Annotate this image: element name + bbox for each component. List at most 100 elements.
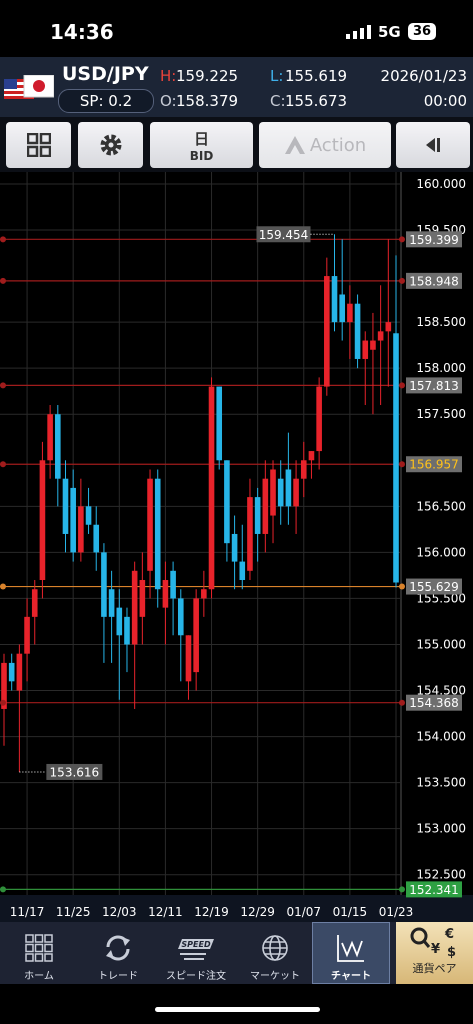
level-handle — [0, 699, 6, 706]
y-tick-label: 156.500 — [416, 499, 466, 513]
tab-label: ホーム — [24, 971, 54, 982]
level-handle — [399, 382, 405, 389]
home-indicator-area — [0, 984, 473, 1024]
currency-pair[interactable]: USD/JPY — [62, 63, 149, 85]
action-button[interactable]: Action — [259, 122, 391, 168]
settings-button[interactable] — [78, 122, 143, 168]
level-handle — [0, 583, 6, 590]
tab-trade[interactable]: トレード — [79, 922, 157, 984]
candle-body — [377, 331, 384, 341]
level-label-box — [406, 231, 462, 248]
date-axis-background — [0, 895, 473, 922]
tab-home[interactable]: ホーム — [0, 922, 78, 984]
level-label: 156.957 — [409, 458, 459, 472]
tab-market[interactable]: マーケット — [236, 922, 314, 984]
candle-body — [324, 276, 330, 387]
tab-currency-pair[interactable]: € ¥ $ 通貨ペア — [396, 922, 473, 984]
level-handle — [399, 277, 405, 284]
period-label: 日 — [193, 129, 209, 148]
price-type: BID — [189, 148, 214, 163]
candle-body — [208, 386, 215, 590]
y-tick-label: 155.500 — [416, 591, 466, 605]
candle-body — [231, 533, 238, 562]
speed-icon-text: SPEED — [181, 940, 211, 949]
level-label: 154.368 — [409, 696, 459, 710]
level-label-box — [406, 694, 462, 711]
level-label: 158.948 — [409, 274, 459, 288]
candle-body — [270, 469, 276, 516]
candle-body — [362, 340, 369, 359]
spread: SP: 0.2 — [58, 89, 154, 113]
x-tick-label: 11/17 — [10, 905, 45, 919]
tab-label: 通貨ペア — [412, 962, 457, 975]
x-tick-label: 01/23 — [379, 905, 414, 919]
level-handle — [0, 461, 6, 468]
low-marker-box — [46, 763, 103, 780]
candle-body — [39, 460, 46, 581]
candle-body — [354, 303, 361, 359]
level-label-box — [406, 377, 462, 394]
candle-body — [85, 506, 92, 525]
level-label: 157.813 — [409, 379, 459, 393]
layout-button[interactable] — [6, 122, 71, 168]
candle-body — [254, 497, 261, 534]
candle-body — [8, 662, 15, 682]
x-tick-label: 12/03 — [102, 905, 137, 919]
candle-body — [170, 570, 176, 599]
currency-icon: € ¥ $ — [410, 927, 456, 960]
candle-body — [262, 478, 269, 534]
low-label: L: — [270, 67, 284, 85]
tab-speed-order[interactable]: SPEED スピード注文 — [157, 922, 235, 984]
candle-body — [24, 616, 30, 654]
candle-body — [224, 460, 230, 544]
currency-symbol: ¥ — [431, 942, 440, 957]
action-label: Action — [309, 134, 367, 156]
quote-time: 00:00 — [423, 92, 467, 110]
x-tick-label: 11/25 — [56, 905, 91, 919]
currency-flags — [4, 75, 54, 99]
candlestick-chart: 160.000159.500158.500158.000157.500156.5… — [0, 172, 473, 922]
candle-body — [116, 607, 123, 636]
candle-body — [300, 460, 307, 479]
y-tick-label: 154.000 — [416, 730, 466, 744]
candle-body — [247, 497, 253, 571]
candle-body — [177, 598, 184, 636]
candle-body — [370, 340, 376, 350]
x-tick-label: 12/29 — [240, 905, 275, 919]
candle-body — [47, 414, 53, 461]
candle-body — [55, 414, 61, 479]
candle-body — [139, 580, 146, 617]
candle-body — [154, 478, 161, 590]
period-button[interactable]: 日 BID — [150, 122, 253, 168]
level-handle — [399, 236, 405, 243]
panel-toggle[interactable] — [396, 122, 470, 168]
candle-body — [70, 487, 76, 553]
level-label: 159.399 — [409, 233, 459, 247]
level-handle — [0, 236, 6, 243]
candle-body — [185, 635, 192, 682]
candle-body — [316, 386, 322, 452]
candle-body — [393, 333, 399, 583]
action-icon — [284, 136, 305, 154]
y-tick-label: 152.500 — [416, 868, 466, 882]
candle-body — [193, 598, 199, 673]
high-value: 159.225 — [176, 67, 239, 85]
tab-chart[interactable]: チャート — [312, 922, 390, 984]
gear-icon — [100, 134, 121, 156]
candle-body — [347, 303, 353, 323]
low-marker-label: 153.616 — [50, 765, 100, 779]
close-value: 155.673 — [285, 92, 348, 110]
y-tick-label: 156.000 — [416, 545, 466, 559]
level-label: 152.341 — [409, 883, 459, 897]
speed-icon: SPEED — [178, 939, 214, 960]
candle-body — [93, 524, 100, 553]
x-tick-label: 01/15 — [333, 905, 368, 919]
candle-body — [62, 478, 69, 534]
home-icon — [25, 934, 53, 962]
x-tick-label: 12/19 — [194, 905, 229, 919]
y-tick-label: 160.000 — [416, 177, 466, 191]
y-tick-label: 157.500 — [416, 407, 466, 421]
chart-icon — [337, 935, 364, 962]
level-label-box — [406, 881, 462, 898]
low-value: 155.619 — [285, 67, 348, 85]
